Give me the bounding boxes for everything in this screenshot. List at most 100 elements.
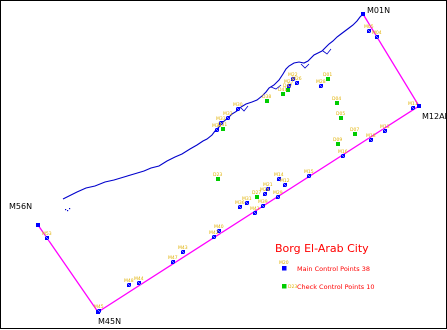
main-point-label: M28: [316, 79, 326, 85]
main-point-label: M18: [366, 133, 376, 139]
legend: Borg El-Arab City M20 Main Control Point…: [275, 242, 375, 291]
main-point-m29: M29: [273, 190, 283, 200]
legend-check-marker: [282, 284, 287, 289]
main-point-label: M39: [258, 199, 268, 205]
main-point-label: M21: [263, 182, 273, 188]
main-point-cross: [237, 204, 243, 210]
main-point-m48: M48: [124, 278, 134, 288]
main-point-cross: [44, 235, 50, 241]
city-boundary: [37, 13, 420, 313]
check-point-marker: [339, 116, 343, 120]
main-point-cross: [218, 120, 224, 126]
main-point-label: M12: [280, 178, 290, 184]
main-point-m26: M26: [292, 76, 302, 86]
check-point-marker: [286, 88, 290, 92]
main-point-cross: [382, 128, 388, 134]
check-point-d27: D27: [252, 190, 261, 199]
check-point-d05: D05: [336, 111, 345, 120]
check-point-label: D01: [323, 72, 332, 78]
main-point-label: M36: [235, 200, 245, 206]
main-point-m13: M13: [380, 124, 390, 134]
check-point-d47: D47: [283, 83, 292, 92]
corner-label-north: M01N: [367, 6, 390, 15]
main-point-m21: M21: [263, 182, 273, 192]
main-point-label: M40: [214, 224, 224, 230]
main-point-cross: [260, 203, 266, 209]
main-point-label: M27: [284, 79, 294, 85]
main-point-cross: [374, 34, 380, 40]
check-point-label: D04: [332, 96, 341, 102]
main-point-m24: M24: [260, 187, 270, 197]
main-point-label: M05: [364, 24, 374, 30]
main-point-cross: [276, 176, 282, 182]
main-point-cross: [216, 228, 222, 234]
legend-main-sample-label: M20: [279, 260, 289, 266]
main-point-cross: [318, 83, 324, 89]
check-point-d09: D09: [333, 137, 342, 146]
main-point-m11: M11: [408, 101, 418, 111]
main-point-m30: M30: [233, 102, 243, 112]
main-point-label: M26: [292, 76, 302, 82]
main-point-label: M43: [178, 245, 188, 251]
main-point-m18: M18: [366, 133, 376, 143]
legend-check-sample-label: D23: [288, 284, 297, 290]
main-point-m28: M28: [316, 79, 326, 89]
main-point-label: M32: [223, 111, 233, 117]
main-point-cross: [265, 186, 271, 192]
main-point-label: M53: [42, 231, 52, 237]
main-point-cross: [294, 80, 300, 86]
main-point-label: M31: [242, 196, 252, 202]
main-point-m33: M33: [216, 116, 226, 126]
main-point-m16: M16: [338, 149, 348, 159]
check-point-label: D27: [252, 190, 261, 196]
coast-speck: [65, 209, 67, 211]
coastline-detail: [240, 48, 332, 112]
corner-marker: [361, 12, 365, 16]
check-point-d07: D07: [350, 127, 359, 136]
main-point-label: M29: [273, 190, 283, 196]
coast-speck: [69, 208, 71, 210]
main-point-m32: M32: [223, 111, 233, 121]
main-point-label: M16: [338, 149, 348, 155]
main-point-m45: M45: [94, 304, 104, 314]
main-point-label: M04: [372, 30, 382, 36]
check-point-label: D41: [278, 87, 287, 93]
check-point-d23: D23: [213, 172, 222, 181]
check-point-label: D09: [333, 137, 342, 143]
legend-check-text: Check Control Points 10: [297, 283, 375, 291]
main-point-label: M30: [233, 102, 243, 108]
check-point-label: D23: [213, 172, 222, 178]
main-point-m41: M41: [250, 206, 260, 216]
main-point-cross: [136, 280, 142, 286]
corner-label-west: M56N: [9, 202, 32, 211]
main-point-m40: M40: [214, 224, 224, 234]
check-point-label: D07: [350, 127, 359, 133]
main-point-m36: M36: [235, 200, 245, 210]
main-point-label: M45: [94, 304, 104, 310]
main-point-label: M13: [380, 124, 390, 130]
check-point-marker: [221, 127, 225, 131]
main-point-cross: [410, 105, 416, 111]
main-point-m43: M43: [178, 245, 188, 255]
main-point-label: M11: [408, 101, 418, 107]
main-point-cross: [235, 106, 241, 112]
coast-specks: [65, 208, 71, 212]
main-point-label: M42: [209, 230, 219, 236]
corner-label-east: M12AN: [422, 112, 447, 121]
check-point-d41: D41: [278, 87, 287, 96]
main-point-cross: [214, 127, 220, 133]
main-point-m14: M14: [274, 172, 284, 182]
main-point-label: M47: [168, 255, 178, 261]
main-point-cross: [180, 249, 186, 255]
check-point-marker: [336, 142, 340, 146]
main-point-cross: [252, 210, 258, 216]
main-point-cross: [286, 83, 292, 89]
corner-marker: [417, 104, 421, 108]
check-point-d04: D04: [332, 96, 341, 105]
main-point-cross: [170, 259, 176, 265]
corner-marker: [36, 223, 40, 227]
